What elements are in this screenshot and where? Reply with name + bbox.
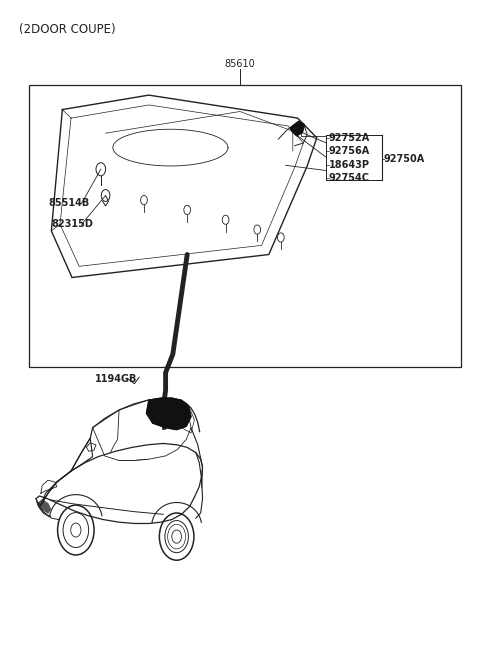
- Polygon shape: [290, 121, 304, 136]
- Polygon shape: [146, 398, 191, 430]
- Text: 92754C: 92754C: [329, 173, 370, 184]
- Text: 92750A: 92750A: [384, 154, 425, 164]
- Text: 92752A: 92752A: [329, 133, 370, 143]
- Text: 92756A: 92756A: [329, 146, 370, 156]
- Text: 1194GB: 1194GB: [95, 374, 137, 384]
- Text: 82315D: 82315D: [52, 219, 94, 230]
- Polygon shape: [37, 500, 50, 513]
- Text: (2DOOR COUPE): (2DOOR COUPE): [19, 23, 116, 36]
- Text: 85514B: 85514B: [48, 198, 89, 209]
- Bar: [29, 85, 461, 367]
- Text: 18643P: 18643P: [329, 159, 370, 170]
- Text: 85610: 85610: [225, 59, 255, 69]
